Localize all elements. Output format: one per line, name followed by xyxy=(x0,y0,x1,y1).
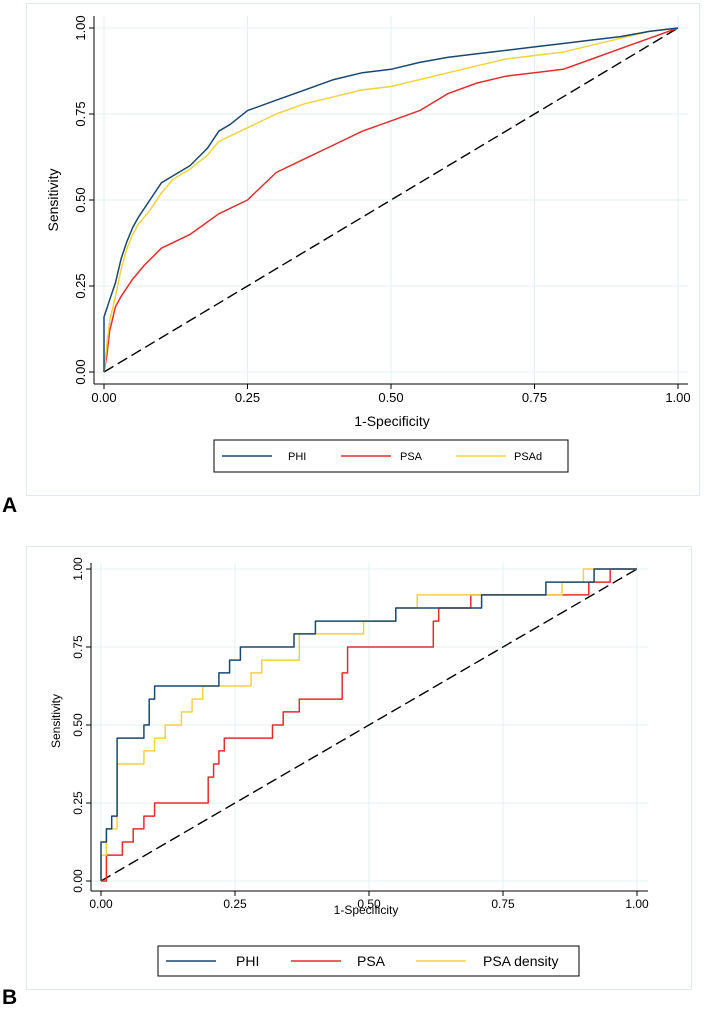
y-tick-label: 0.00 xyxy=(73,359,88,384)
legend-box xyxy=(157,945,580,977)
y-tick-label: 0.75 xyxy=(71,635,85,659)
series-line-psad xyxy=(103,27,679,373)
y-tick-label: 0.25 xyxy=(73,273,88,298)
series-line-phi xyxy=(103,27,679,372)
x-tick-label: 0.00 xyxy=(89,897,113,911)
y-axis-title: Sensitivity xyxy=(49,694,63,748)
y-tick-label: 1.00 xyxy=(73,15,88,40)
reference-diagonal-line xyxy=(100,568,638,882)
legend-label: PSA xyxy=(357,953,386,969)
x-tick-label: 0.75 xyxy=(491,897,515,911)
y-axis-title: Sensitivity xyxy=(45,168,61,231)
panel-b-frame xyxy=(26,546,692,990)
legend-label: PHI xyxy=(236,953,259,969)
x-tick-label: 0.25 xyxy=(235,390,260,405)
legend-label: PSA xyxy=(400,451,423,463)
series-line-phi xyxy=(100,568,637,881)
x-tick-label: 0.50 xyxy=(378,390,403,405)
x-tick-label: 1.00 xyxy=(625,897,649,911)
y-tick-label: 0.00 xyxy=(71,869,85,893)
series-line-psa xyxy=(103,27,679,373)
x-tick-label: 0.00 xyxy=(91,390,116,405)
legend-label: PHI xyxy=(288,451,306,463)
panel-a-label: A xyxy=(2,494,18,517)
x-axis-title: 1-Specificity xyxy=(334,903,399,917)
y-tick-label: 0.50 xyxy=(71,713,85,737)
y-tick-label: 0.75 xyxy=(73,101,88,126)
x-tick-label: 0.50 xyxy=(357,897,381,911)
x-axis-title: 1-Specificity xyxy=(354,413,429,429)
x-tick-label: 1.00 xyxy=(665,390,690,405)
y-tick-label: 1.00 xyxy=(71,557,85,581)
panel-b-label: B xyxy=(2,986,18,1009)
legend-label: PSAd xyxy=(514,451,542,463)
x-tick-label: 0.25 xyxy=(223,897,247,911)
panel-a-frame xyxy=(26,3,700,496)
y-tick-label: 0.25 xyxy=(71,791,85,815)
x-tick-label: 0.75 xyxy=(522,390,547,405)
legend-label: PSA density xyxy=(483,953,559,969)
y-tick-label: 0.50 xyxy=(73,187,88,212)
